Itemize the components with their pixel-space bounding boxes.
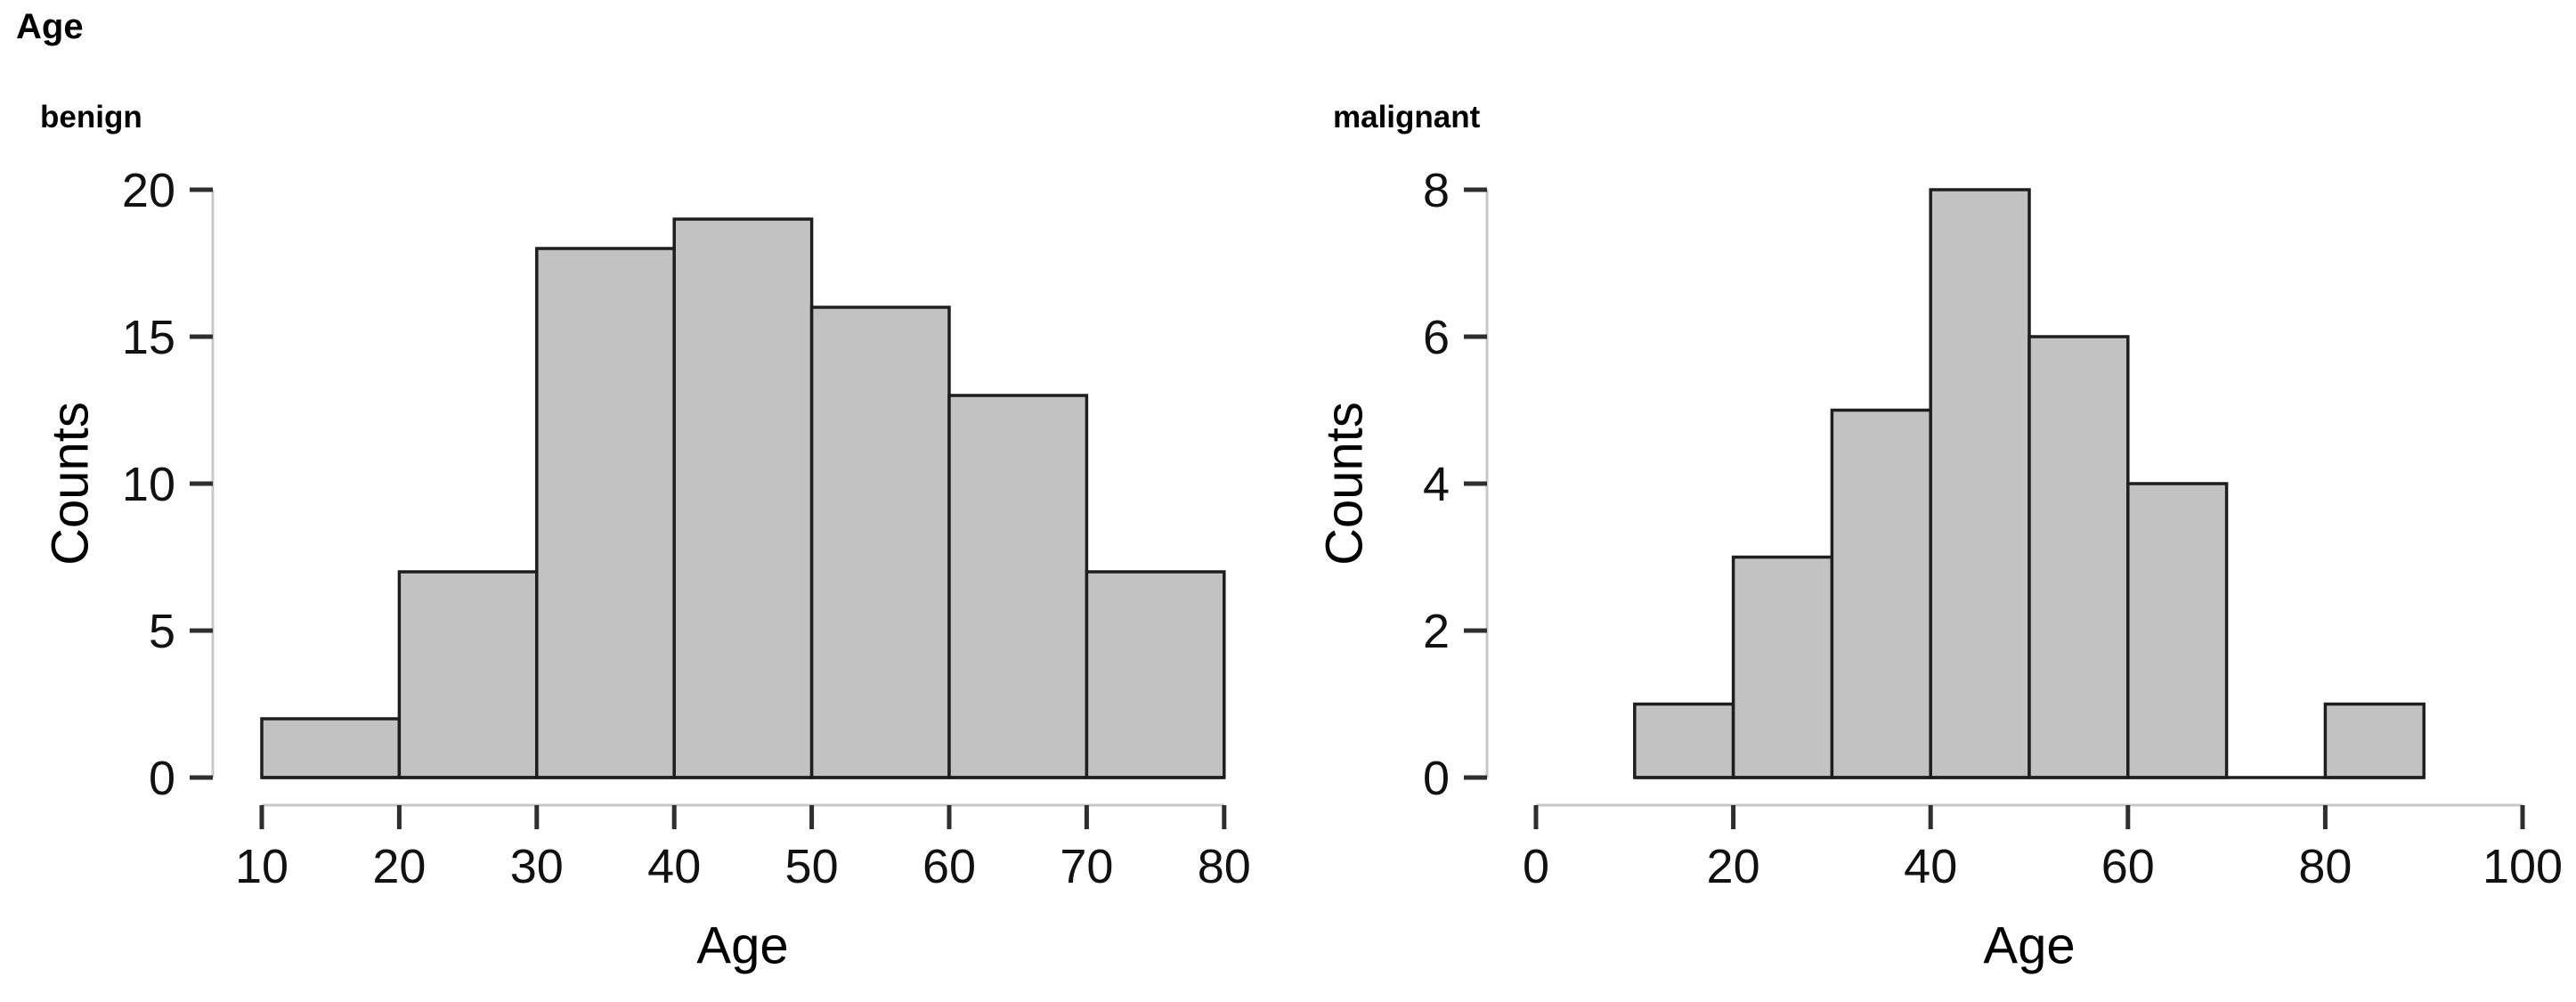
histogram-bar (2126, 482, 2229, 779)
y-axis-title-malignant: Counts (1315, 402, 1374, 566)
y-tick-label: 0 (149, 752, 175, 805)
histogram-bar (1929, 188, 2031, 779)
histogram-bar (260, 717, 402, 779)
figure-title: Age (16, 7, 84, 46)
x-tick-label: 30 (510, 840, 564, 893)
panel-label-malignant: malignant (1333, 100, 1481, 134)
histogram-bar (1731, 555, 1834, 779)
x-tick-label: 0 (1523, 840, 1549, 893)
x-tick-label: 20 (1707, 840, 1760, 893)
y-tick-label: 2 (1423, 605, 1450, 658)
y-tick-label: 0 (1423, 752, 1450, 805)
histogram-bar (1830, 408, 1932, 779)
histogram-bar (397, 570, 539, 779)
x-tick-label: 50 (785, 840, 839, 893)
y-tick-label: 20 (122, 164, 175, 217)
x-tick-label: 80 (2298, 840, 2352, 893)
y-tick-label: 4 (1423, 458, 1450, 511)
histogram-bar (535, 247, 676, 779)
x-tick-label: 40 (647, 840, 701, 893)
histogram-bar (1633, 702, 1735, 779)
x-tick-label: 60 (2101, 840, 2155, 893)
histogram-bar (2027, 335, 2130, 779)
x-tick-label: 100 (2483, 840, 2563, 893)
y-tick-label: 10 (122, 458, 175, 511)
y-tick-label: 8 (1423, 164, 1450, 217)
histogram-bar (1085, 570, 1226, 779)
x-axis-title-malignant: Age (1983, 916, 2076, 975)
histogram-bar (809, 305, 951, 779)
x-tick-label: 70 (1060, 840, 1113, 893)
panel-label-benign: benign (40, 100, 142, 134)
y-tick-label: 15 (122, 311, 175, 364)
x-tick-label: 80 (1198, 840, 1251, 893)
x-tick-label: 40 (1904, 840, 1957, 893)
histogram-bar (2323, 702, 2426, 779)
y-axis-title-benign: Counts (41, 402, 100, 566)
x-tick-label: 60 (922, 840, 976, 893)
x-tick-label: 20 (372, 840, 426, 893)
y-tick-label: 6 (1423, 311, 1450, 364)
x-tick-label: 10 (235, 840, 288, 893)
histogram-bar (672, 217, 814, 779)
y-tick-label: 5 (149, 605, 175, 658)
histogram-bar (947, 394, 1089, 779)
x-axis-title-benign: Age (696, 916, 789, 975)
